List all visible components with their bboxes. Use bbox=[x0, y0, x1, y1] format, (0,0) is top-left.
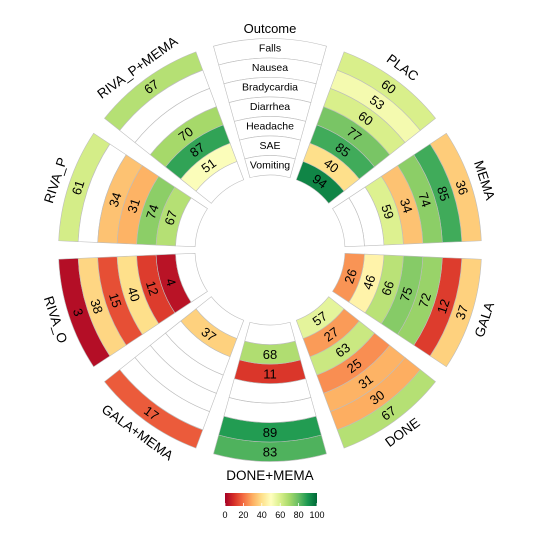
cell-value-label: 25 bbox=[344, 356, 365, 377]
cell-value-label: 12 bbox=[434, 297, 453, 315]
cell-value-label: 3 bbox=[70, 307, 87, 319]
heatmap-cell bbox=[195, 296, 245, 339]
cell-value-label: 83 bbox=[263, 444, 277, 459]
cell-value-label: 57 bbox=[310, 308, 331, 329]
cell-value-label: 67 bbox=[161, 209, 180, 227]
cell-value-label: 40 bbox=[321, 155, 342, 176]
cell-value-label: 89 bbox=[263, 425, 277, 440]
cell-value-label: 37 bbox=[198, 324, 219, 345]
outcome-sector: Falls Nausea Bradycardia Diarrhea Headache SA… bbox=[213, 21, 327, 179]
cell-value-label: 34 bbox=[106, 191, 125, 209]
color-legend: 0 20 40 60 80 100 bbox=[222, 493, 325, 520]
outcome-label: Diarrhea bbox=[250, 101, 290, 113]
treatment-label: MEMA bbox=[471, 159, 498, 202]
outcome-cell bbox=[244, 155, 296, 179]
cell-value-label: 11 bbox=[263, 366, 277, 381]
cell-value-label: 4 bbox=[163, 276, 180, 288]
outcome-label: Falls bbox=[259, 42, 281, 54]
treatment-label: GALA bbox=[472, 300, 497, 339]
cell-value-label: 59 bbox=[378, 203, 397, 221]
cell-value-label: 74 bbox=[415, 191, 434, 209]
heatmap-cell bbox=[175, 197, 208, 248]
sector-done-mema: 83 89 11 68 DONE+MEMA bbox=[213, 321, 327, 483]
cell-value-label: 87 bbox=[187, 140, 208, 161]
cell-value-label: 68 bbox=[263, 347, 277, 362]
heatmap-cell bbox=[295, 296, 345, 339]
cell-value-label: 72 bbox=[415, 291, 434, 309]
cell-value-label: 46 bbox=[360, 273, 379, 291]
cell-value-label: 77 bbox=[344, 124, 365, 145]
cell-value-label: 15 bbox=[106, 291, 125, 309]
cell-value-label: 12 bbox=[143, 279, 162, 297]
cell-value-label: 75 bbox=[397, 285, 416, 303]
cell-value-label: 37 bbox=[453, 303, 472, 321]
cell-value-label: 31 bbox=[124, 197, 143, 215]
cell-value-label: 53 bbox=[367, 92, 388, 113]
outcome-label: Nausea bbox=[252, 62, 288, 74]
cell-value-label: 85 bbox=[434, 184, 453, 202]
outcome-label: Vomiting bbox=[250, 159, 290, 171]
cell-value-label: 60 bbox=[378, 76, 399, 97]
heatmap-cell bbox=[332, 252, 365, 303]
cell-value-label: 34 bbox=[397, 197, 416, 215]
cell-value-label: 70 bbox=[176, 124, 197, 145]
heatmap-cell bbox=[295, 161, 345, 204]
cell-value-label: 30 bbox=[367, 387, 388, 408]
cell-value-label: 61 bbox=[69, 178, 88, 196]
cell-value-label: 36 bbox=[453, 178, 472, 196]
legend-color-bar bbox=[225, 493, 317, 506]
legend-tick-label: 20 bbox=[238, 510, 248, 520]
outcome-title: Outcome bbox=[244, 21, 297, 36]
legend-tick-label: 0 bbox=[222, 510, 227, 520]
treatment-sectors: 60536077854094PLAC3685743459MEMA37127275… bbox=[41, 33, 498, 483]
outcome-label: Headache bbox=[246, 120, 294, 132]
cell-value-label: 67 bbox=[378, 403, 399, 424]
legend-tick-label: 60 bbox=[275, 510, 285, 520]
cell-value-label: 67 bbox=[141, 76, 162, 97]
cell-value-label: 63 bbox=[332, 340, 353, 361]
cell-value-label: 17 bbox=[141, 403, 162, 424]
outcome-label: Bradycardia bbox=[242, 81, 298, 93]
legend-tick-label: 40 bbox=[257, 510, 267, 520]
cell-value-label: 74 bbox=[143, 203, 162, 221]
legend-tick-label: 80 bbox=[294, 510, 304, 520]
outcome-label: SAE bbox=[259, 140, 280, 152]
cell-value-label: 51 bbox=[198, 155, 219, 176]
heatmap-cell bbox=[244, 321, 296, 345]
heatmap-cell bbox=[195, 161, 245, 204]
treatment-label: DONE+MEMA bbox=[226, 468, 313, 483]
cell-value-label: 31 bbox=[355, 371, 376, 392]
cell-value-label: 85 bbox=[332, 140, 353, 161]
legend-tick-label: 100 bbox=[309, 510, 324, 520]
cell-value-label: 40 bbox=[124, 285, 143, 303]
heatmap-cell bbox=[175, 252, 208, 303]
cell-value-label: 26 bbox=[341, 267, 360, 285]
cell-value-label: 66 bbox=[378, 279, 397, 297]
cell-value-label: 38 bbox=[87, 297, 106, 315]
heatmap-cell bbox=[332, 197, 365, 248]
cell-value-label: 27 bbox=[321, 324, 342, 345]
cell-value-label: 60 bbox=[355, 108, 376, 129]
cell-value-label: 94 bbox=[310, 171, 331, 192]
